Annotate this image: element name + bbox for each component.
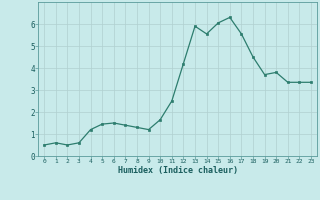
X-axis label: Humidex (Indice chaleur): Humidex (Indice chaleur) [118,166,238,175]
